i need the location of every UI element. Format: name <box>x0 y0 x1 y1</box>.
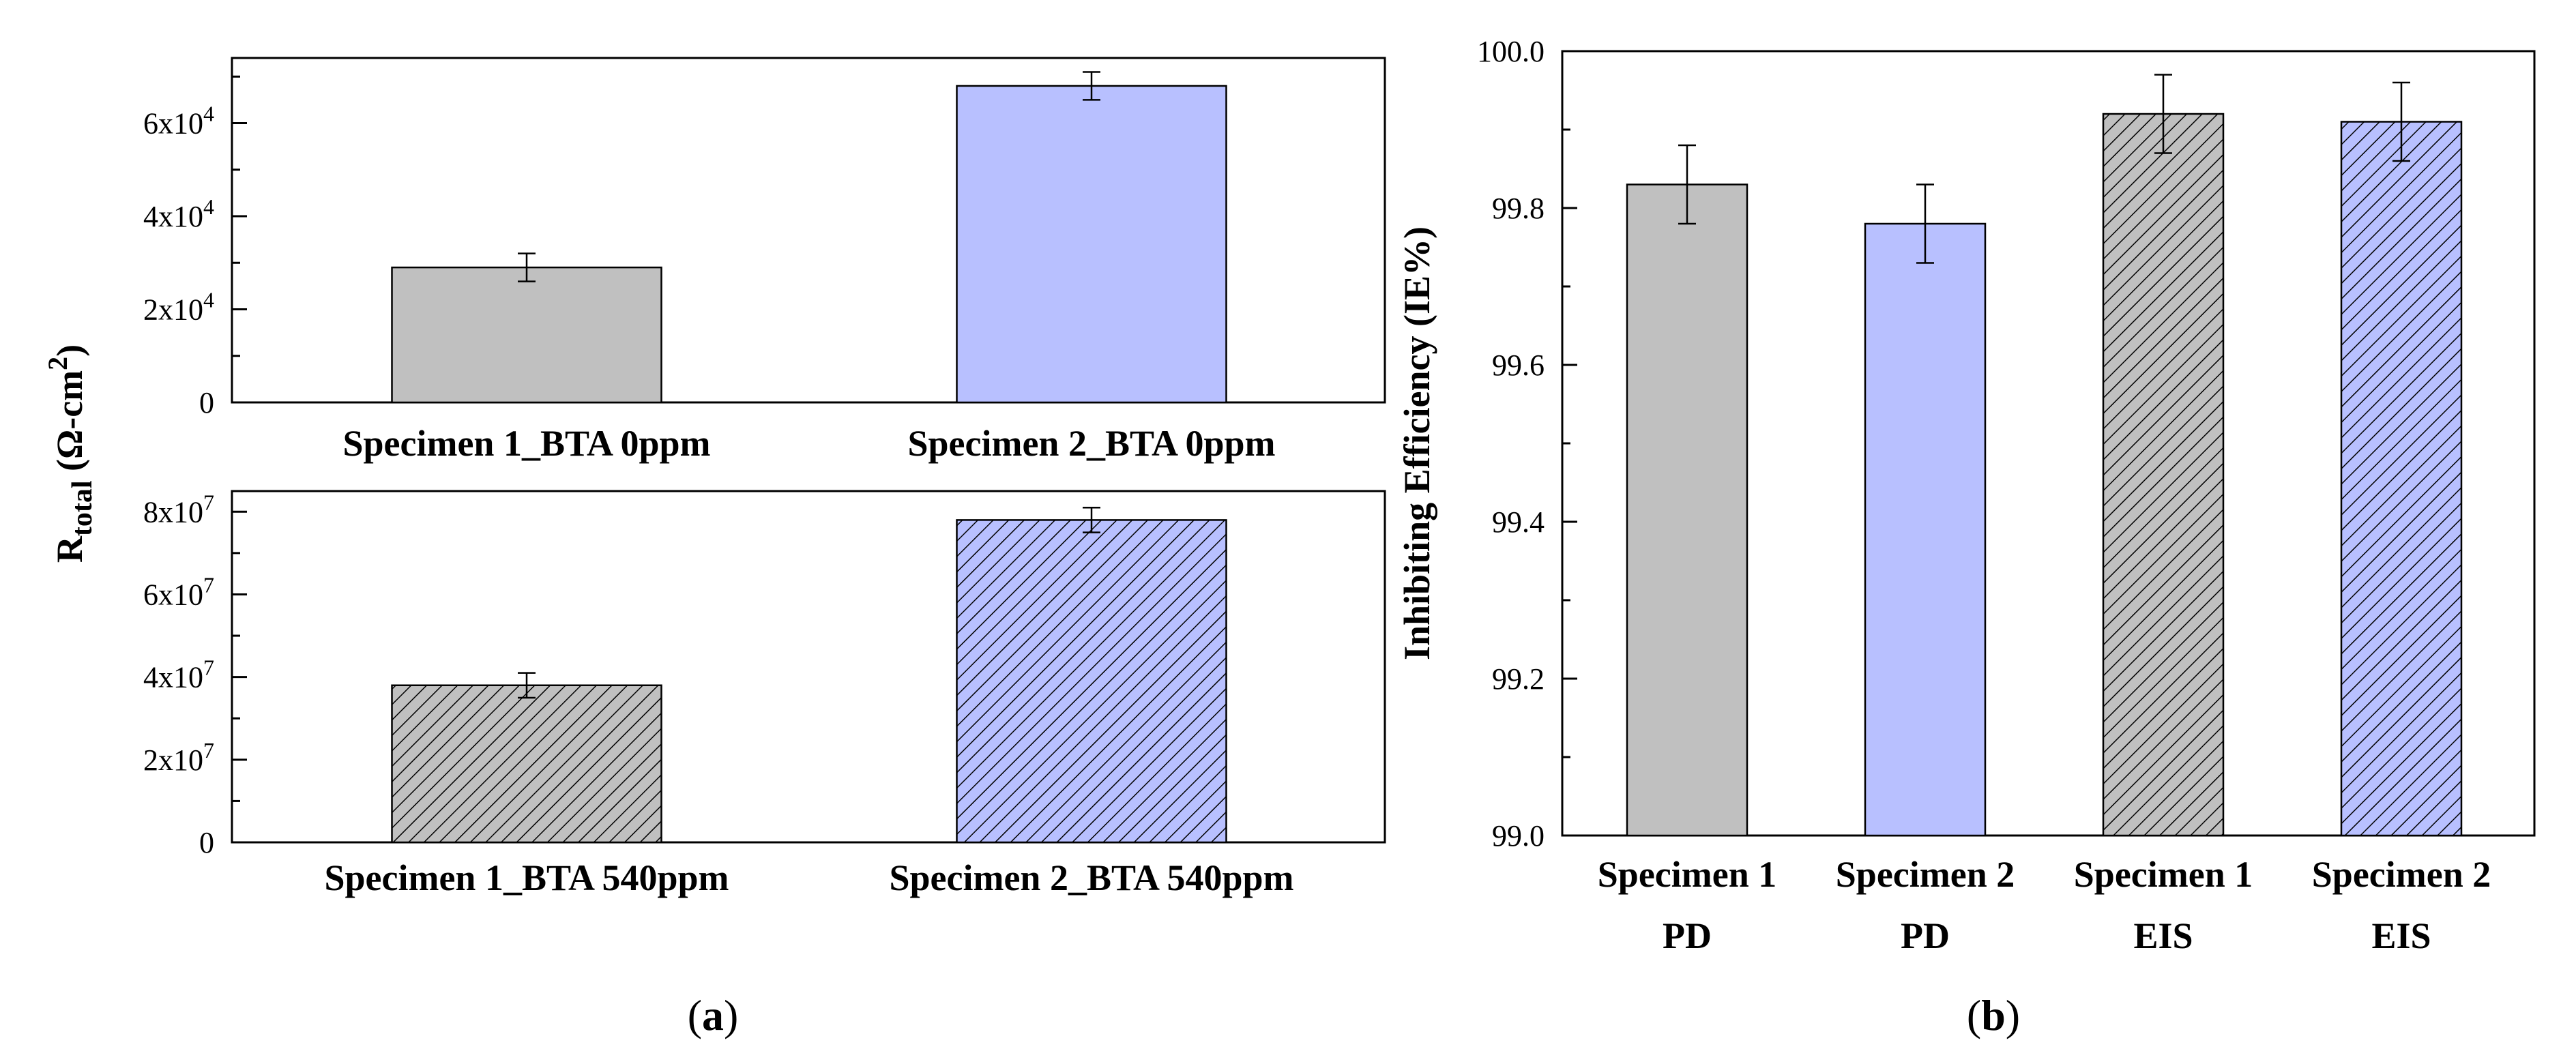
bar <box>2102 113 2225 837</box>
y-tick-label: 100.0 <box>1477 35 1545 68</box>
y-tick-label: 99.8 <box>1492 192 1545 225</box>
y-tick-label: 6x107 <box>143 572 214 611</box>
x-category-label: Specimen 1_BTA 540ppm <box>324 857 729 898</box>
y-tick-label: 99.6 <box>1492 349 1545 382</box>
y-tick-label: 4x104 <box>143 194 214 233</box>
bars-a-bottom <box>391 506 1227 844</box>
panel-label-b: (b) <box>1967 991 2020 1039</box>
error-bar <box>1916 183 1934 264</box>
x-category-label-line2: PD <box>1901 915 1950 956</box>
error-bar <box>1083 71 1100 101</box>
y-tick-label: 8x107 <box>143 490 214 529</box>
x-category-label: Specimen 1 <box>2074 854 2253 895</box>
y-tick-label: 99.4 <box>1492 505 1545 539</box>
bar <box>2340 121 2463 837</box>
x-category-label-line2: PD <box>1663 915 1712 956</box>
x-category-label: Specimen 2 <box>2312 854 2491 895</box>
x-labels-a-top: Specimen 1_BTA 0ppm Specimen 2_BTA 0ppm <box>342 423 1275 464</box>
y-tick-label: 2x107 <box>143 738 214 777</box>
x-category-label: Specimen 2 <box>1836 854 2015 895</box>
bars-a-top <box>391 71 1227 404</box>
x-category-label-line2: EIS <box>2371 915 2431 956</box>
bars-b <box>1626 74 2463 837</box>
y-tick-label: 99.0 <box>1492 819 1545 853</box>
bar <box>956 519 1227 844</box>
x-category-label: Specimen 2_BTA 0ppm <box>907 423 1275 464</box>
y-tick-label: 6x104 <box>143 102 214 141</box>
plot-frame-a-top <box>231 57 1386 404</box>
x-category-label: Specimen 1_BTA 0ppm <box>342 423 710 464</box>
y-tick-label: 99.2 <box>1492 662 1545 696</box>
y-tick-label: 0 <box>199 386 214 419</box>
error-bar <box>1678 144 1696 225</box>
bar <box>391 266 662 404</box>
error-bar <box>518 672 536 699</box>
y-tick-label: 4x107 <box>143 655 214 694</box>
y-axis-label-b: Inhibiting Efficiency (IE%) <box>1396 226 1437 660</box>
x-category-label: Specimen 2_BTA 540ppm <box>889 857 1293 898</box>
y-ticks-a-top: 0 2x104 4x104 6x104 <box>143 75 247 419</box>
error-bar <box>2154 74 2172 154</box>
y-tick-label: 2x104 <box>143 288 214 327</box>
bar <box>956 85 1227 404</box>
bar <box>1626 183 1748 837</box>
y-tick-label: 0 <box>199 826 214 859</box>
plot-frame-a-bottom <box>231 490 1386 844</box>
x-labels-b: Specimen 1 PD Specimen 2 PD Specimen 1 EIS Spe… <box>1598 854 2491 956</box>
error-bar <box>518 252 536 282</box>
x-category-label-line2: EIS <box>2133 915 2193 956</box>
x-labels-a-bottom: Specimen 1_BTA 540ppm Specimen 2_BTA 540p… <box>324 857 1293 898</box>
error-bar <box>1083 506 1100 533</box>
bar <box>1864 222 1987 837</box>
y-ticks-a-bottom: 0 2x107 4x107 6x107 8x107 <box>143 490 247 859</box>
y-axis-label-a: Rtotal (Ω-cm2) <box>42 344 98 563</box>
panel-label-a: (a) <box>688 991 739 1039</box>
bar <box>391 684 662 844</box>
panel-a-bottom: 0 2x107 4x107 6x107 8x107 Specimen 1_BTA 540… <box>143 490 1386 898</box>
y-ticks-b: 99.0 99.2 99.4 99.6 99.8 100.0 <box>1477 35 1577 853</box>
error-bar <box>2392 81 2410 162</box>
x-category-label: Specimen 1 <box>1598 854 1777 895</box>
